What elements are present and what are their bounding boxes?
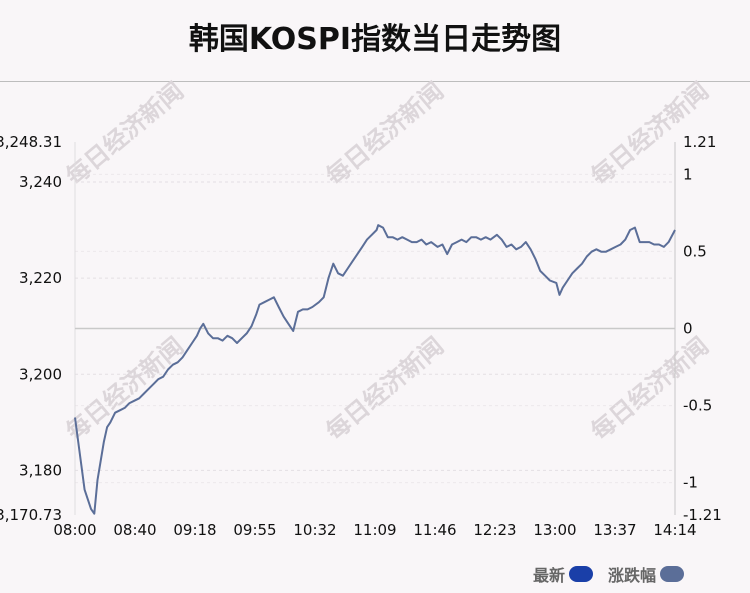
series-line-0 (74, 224, 676, 515)
watermark-0: 每日经济新闻 (320, 76, 449, 191)
series-layer (74, 224, 676, 515)
title-divider (0, 81, 750, 82)
y-right-tick-4: -0.5 (683, 397, 712, 415)
y-right-tick-6: -1.21 (683, 506, 722, 524)
watermark-3: 每日经济新闻 (60, 331, 189, 446)
x-tick-0: 08:00 (53, 521, 96, 539)
y-left-tick-4: 3,180 (19, 461, 62, 479)
y-right-tick-3: 0 (683, 320, 693, 338)
y-left-tick-2: 3,220 (19, 269, 62, 287)
y-right-tick-5: -1 (683, 474, 698, 492)
y-left-tick-5: 3,170.73 (0, 506, 62, 524)
y-left-tick-1: 3,240 (19, 173, 62, 191)
axes-layer (74, 142, 676, 515)
y-right-tick-0: 1.21 (683, 133, 716, 151)
y-left-ticks: 3,248.31 3,240 3,220 3,200 3,180 3,170.73 (0, 133, 62, 524)
grid-layer (75, 173, 675, 484)
watermark-4: 每日经济新闻 (320, 331, 449, 446)
x-tick-2: 09:18 (173, 521, 216, 539)
y-left-tick-3: 3,200 (19, 365, 62, 383)
legend-label-change: 涨跌幅 (608, 566, 657, 585)
legend-swatch-change (660, 566, 685, 582)
watermark-5: 每日经济新闻 (585, 331, 714, 446)
x-tick-10: 14:14 (653, 521, 696, 539)
x-tick-8: 13:00 (533, 521, 576, 539)
x-tick-9: 13:37 (593, 521, 636, 539)
x-tick-6: 11:46 (413, 521, 456, 539)
x-ticks: 08:00 08:40 09:18 09:55 10:32 11:09 11:46 12:23… (53, 521, 696, 539)
y-right-ticks: 1.21 1 0.5 0 -0.5 -1 -1.21 (683, 133, 722, 524)
y-right-tick-1: 1 (683, 165, 693, 183)
x-tick-3: 09:55 (233, 521, 276, 539)
x-tick-5: 11:09 (353, 521, 396, 539)
chart-title: 韩国KOSPI指数当日走势图 (188, 22, 562, 57)
x-tick-4: 10:32 (293, 521, 336, 539)
legend-item-change: 涨跌幅 (608, 562, 685, 586)
y-right-tick-2: 0.5 (683, 242, 707, 260)
legend-label-latest: 最新 (533, 566, 566, 585)
x-tick-7: 12:23 (473, 521, 516, 539)
legend-item-latest: 最新 (533, 562, 594, 586)
legend-swatch-latest (569, 566, 594, 582)
y-left-tick-0: 3,248.31 (0, 133, 62, 151)
watermark-2: 每日经济新闻 (60, 76, 189, 191)
x-tick-1: 08:40 (113, 521, 156, 539)
